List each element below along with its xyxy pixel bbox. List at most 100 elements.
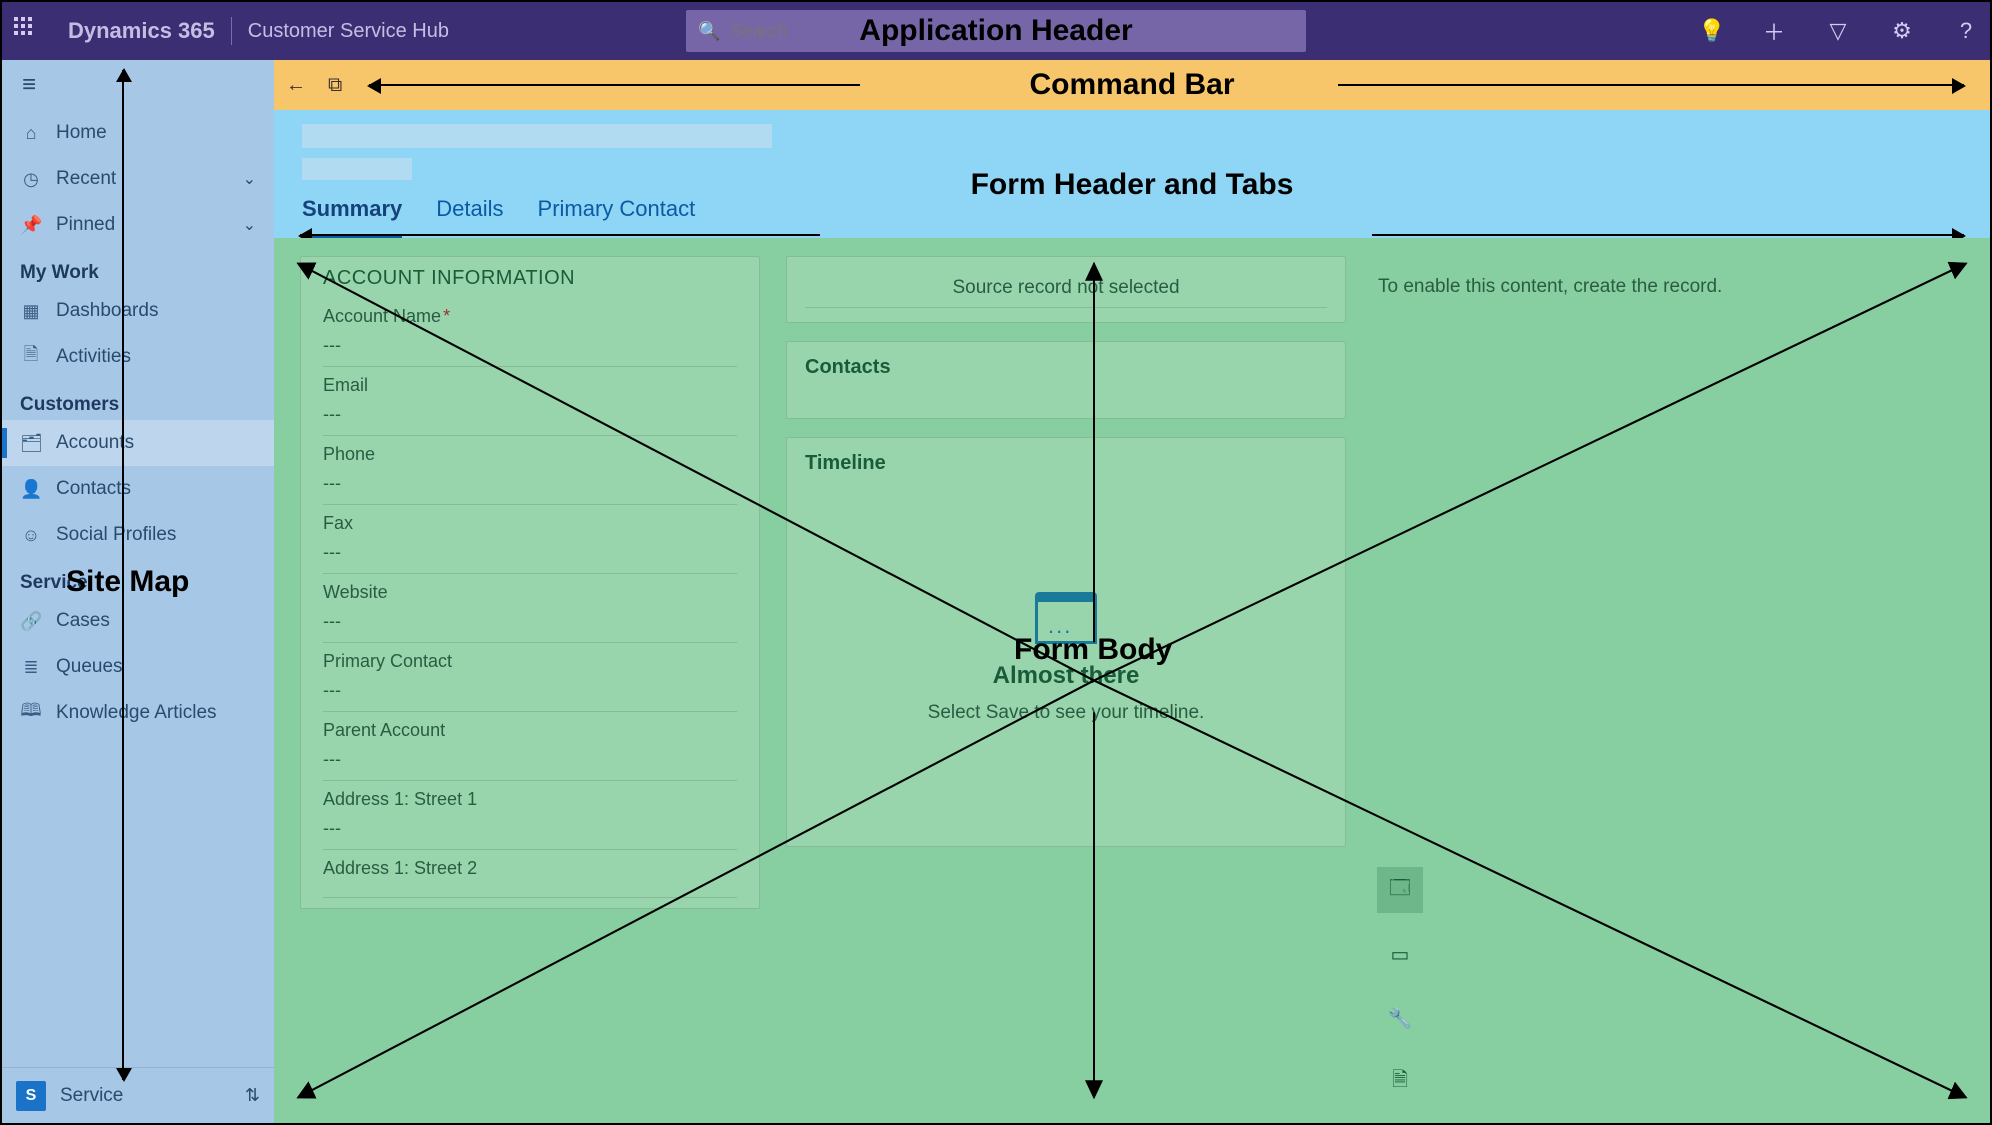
sidebar-group-label: Customers	[2, 380, 274, 420]
side-rail: 🗔 ▭ 🔧 🗎	[1372, 859, 1428, 1105]
chevron-down-icon: ⌄	[243, 169, 256, 189]
sidebar-item-home[interactable]: ⌂ Home	[2, 110, 274, 156]
sidebar-item-activities[interactable]: 🗎 Activities	[2, 334, 274, 380]
sidebar-icon: ☺	[20, 525, 42, 546]
form-header: Form Header and Tabs SummaryDetailsPrima…	[274, 110, 1990, 238]
sidebar-item-label: Activities	[56, 346, 131, 368]
field-value: ---	[323, 465, 737, 500]
search-icon: 🔍	[698, 21, 720, 42]
field-value: ---	[323, 327, 737, 362]
field-value: ---	[323, 672, 737, 707]
field-website[interactable]: Website---	[323, 574, 737, 643]
sidebar-icon: 🗎	[20, 342, 42, 372]
command-bar: ← ⧉ Command Bar	[274, 60, 1990, 110]
header-right-icons: 💡 ＋ ▽ ⚙ ?	[1698, 15, 1978, 47]
sidebar-item-knowledge-articles[interactable]: 🕮 Knowledge Articles	[2, 690, 274, 736]
sidebar-item-label: Social Profiles	[56, 524, 176, 546]
field-label: Fax	[323, 513, 737, 534]
app-name: Customer Service Hub	[248, 20, 449, 43]
field-value: ---	[323, 396, 737, 431]
field-primary-contact[interactable]: Primary Contact---	[323, 643, 737, 712]
help-icon[interactable]: ?	[1954, 18, 1978, 44]
header-divider	[231, 17, 232, 45]
area-name: Service	[60, 1085, 123, 1107]
site-map-footer[interactable]: S Service ⇅	[2, 1067, 274, 1123]
hamburger-icon[interactable]: ≡	[22, 71, 36, 99]
sidebar-item-pinned[interactable]: 📌 Pinned ⌄	[2, 202, 274, 248]
form-body: Form Body ACCOUNT INFORMATION Account Na…	[274, 238, 1990, 1123]
sidebar-icon: 🗂	[20, 433, 42, 454]
filter-icon[interactable]: ▽	[1826, 18, 1850, 44]
lightbulb-icon[interactable]: 💡	[1698, 18, 1722, 44]
sidebar-item-cases[interactable]: 🔗 Cases	[2, 598, 274, 644]
field-label: Address 1: Street 1	[323, 789, 737, 810]
sidebar-icon: 🕮	[20, 698, 42, 728]
timeline-empty-state: Almost there Select Save to see your tim…	[805, 483, 1327, 832]
sidebar-item-label: Cases	[56, 610, 110, 632]
rail-panel-icon[interactable]: ▭	[1377, 931, 1423, 977]
field-label: Email	[323, 375, 737, 396]
sidebar-item-queues[interactable]: ≣Queues	[2, 644, 274, 690]
area-switch-icon[interactable]: ⇅	[245, 1085, 260, 1106]
rail-doc-icon[interactable]: 🗎	[1377, 1059, 1423, 1105]
sidebar-icon: 📌	[20, 215, 42, 236]
plus-icon[interactable]: ＋	[1762, 15, 1786, 47]
source-card: Source record not selected	[786, 256, 1346, 323]
chevron-down-icon: ⌄	[243, 215, 256, 235]
annotation-arrow-cmd-left	[369, 84, 860, 86]
field-label: Account Name	[323, 306, 737, 327]
sidebar-icon: ▦	[20, 301, 42, 322]
timeline-heading: Almost there	[993, 662, 1140, 690]
field-label: Primary Contact	[323, 651, 737, 672]
field-value	[323, 879, 737, 893]
back-button[interactable]: ←	[286, 74, 306, 97]
sidebar-item-label: Recent	[56, 168, 116, 190]
popout-icon[interactable]: ⧉	[328, 74, 342, 97]
sidebar-item-label: Queues	[56, 656, 123, 678]
contacts-title: Contacts	[805, 356, 1327, 379]
form-col-2: Source record not selected Contacts Time…	[786, 256, 1346, 1105]
annotation-sitemap: Site Map	[66, 565, 189, 599]
account-info-card: ACCOUNT INFORMATION Account Name---Email…	[300, 256, 760, 909]
form-col-3: To enable this content, create the recor…	[1372, 256, 1964, 1105]
timeline-card: Timeline Almost there Select Save to see…	[786, 437, 1346, 847]
sidebar-item-contacts[interactable]: 👤Contacts	[2, 466, 274, 512]
col3-note: To enable this content, create the recor…	[1372, 256, 1964, 318]
gear-icon[interactable]: ⚙	[1890, 18, 1914, 44]
rail-related-icon[interactable]: 🗔	[1377, 867, 1423, 913]
sidebar-icon: ◷	[20, 169, 42, 190]
field-fax[interactable]: Fax---	[323, 505, 737, 574]
field-account-name[interactable]: Account Name---	[323, 298, 737, 367]
field-value: ---	[323, 534, 737, 569]
field-address-1-street-2[interactable]: Address 1: Street 2	[323, 850, 737, 898]
field-parent-account[interactable]: Parent Account---	[323, 712, 737, 781]
sidebar-item-recent[interactable]: ◷ Recent ⌄	[2, 156, 274, 202]
field-address-1-street-1[interactable]: Address 1: Street 1---	[323, 781, 737, 850]
sidebar-icon: 🔗	[20, 611, 42, 632]
sidebar-item-label: Pinned	[56, 214, 115, 236]
field-phone[interactable]: Phone---	[323, 436, 737, 505]
content-area: ← ⧉ Command Bar Form Header and Tabs Sum…	[274, 60, 1990, 1123]
tab-details[interactable]: Details	[436, 186, 503, 238]
sidebar-item-label: Home	[56, 122, 107, 144]
app-launcher-icon[interactable]	[14, 17, 42, 45]
record-subtitle-placeholder	[302, 158, 412, 180]
timeline-title: Timeline	[805, 452, 1327, 475]
sidebar-item-social-profiles[interactable]: ☺ Social Profiles	[2, 512, 274, 558]
rail-wrench-icon[interactable]: 🔧	[1377, 995, 1423, 1041]
sidebar-icon: ⌂	[20, 123, 42, 144]
form-col-1: ACCOUNT INFORMATION Account Name---Email…	[300, 256, 760, 1105]
sidebar-icon: 👤	[20, 479, 42, 500]
field-value: ---	[323, 810, 737, 845]
search-input[interactable]	[730, 21, 1294, 42]
source-msg: Source record not selected	[805, 271, 1327, 308]
area-chip: S	[16, 1081, 46, 1111]
site-map: ≡ ⌂Home◷Recent⌄📌Pinned⌄My Work▦Dashboard…	[2, 60, 274, 1123]
sidebar-item-dashboards[interactable]: ▦Dashboards	[2, 288, 274, 334]
tab-summary[interactable]: Summary	[302, 186, 402, 238]
sidebar-item-label: Knowledge Articles	[56, 702, 217, 724]
global-search[interactable]: 🔍 Application Header	[686, 10, 1306, 52]
sidebar-item-accounts[interactable]: 🗂Accounts	[2, 420, 274, 466]
tab-primary-contact[interactable]: Primary Contact	[538, 186, 696, 238]
field-email[interactable]: Email---	[323, 367, 737, 436]
